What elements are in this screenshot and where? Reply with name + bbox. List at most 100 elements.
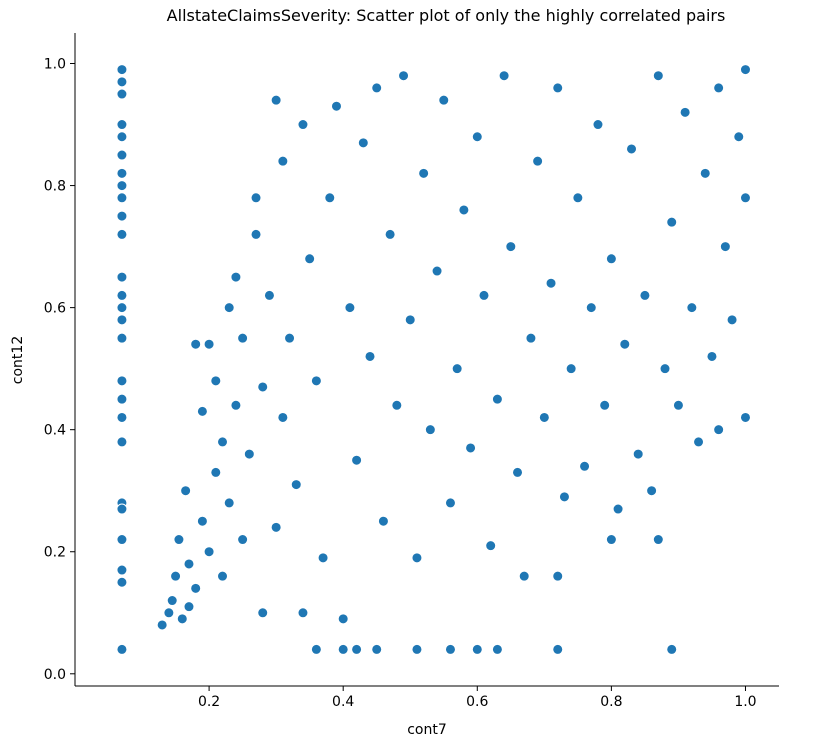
- scatter-point: [465, 442, 477, 454]
- scatter-point: [297, 119, 309, 131]
- scatter-point: [666, 643, 678, 655]
- x-axis-label: cont7: [407, 722, 447, 738]
- scatter-point: [693, 436, 705, 448]
- y-tick-label: 0.4: [44, 423, 66, 439]
- scatter-point: [351, 643, 363, 655]
- scatter-point: [713, 424, 725, 436]
- scatter-point: [384, 228, 396, 240]
- scatter-point: [646, 485, 658, 497]
- scatter-point: [679, 106, 691, 118]
- scatter-point: [739, 192, 751, 204]
- scatter-point: [116, 375, 128, 387]
- scatter-point: [116, 393, 128, 405]
- scatter-point: [116, 332, 128, 344]
- scatter-point: [605, 534, 617, 546]
- scatter-point: [512, 466, 524, 478]
- scatter-point: [404, 314, 416, 326]
- scatter-point: [733, 131, 745, 143]
- x-axis-ticks: 0.2 0.4 0.6 0.8 1.0: [198, 686, 757, 710]
- scatter-point: [699, 167, 711, 179]
- scatter-point: [116, 88, 128, 100]
- scatter-point: [485, 540, 497, 552]
- scatter-point: [652, 534, 664, 546]
- scatter-point: [183, 558, 195, 570]
- scatter-point: [713, 82, 725, 94]
- scatter-point: [116, 411, 128, 423]
- scatter-point: [592, 119, 604, 131]
- scatter-point: [217, 436, 229, 448]
- scatter-point: [116, 302, 128, 314]
- scatter-point: [176, 613, 188, 625]
- scatter-point: [364, 350, 376, 362]
- y-tick-label: 0.2: [44, 545, 66, 561]
- scatter-point: [116, 64, 128, 76]
- scatter-point: [344, 302, 356, 314]
- scatter-point: [277, 411, 289, 423]
- scatter-point: [203, 338, 215, 350]
- scatter-point: [116, 210, 128, 222]
- scatter-point: [398, 70, 410, 82]
- scatter-point: [217, 570, 229, 582]
- scatter-point: [471, 643, 483, 655]
- scatter-point: [230, 399, 242, 411]
- scatter-point: [632, 448, 644, 460]
- scatter-point: [652, 70, 664, 82]
- scatter-point: [585, 302, 597, 314]
- scatter-point: [173, 534, 185, 546]
- scatter-point: [351, 454, 363, 466]
- scatter-point: [263, 289, 275, 301]
- scatter-point: [726, 314, 738, 326]
- scatter-point: [686, 302, 698, 314]
- scatter-point: [196, 515, 208, 527]
- scatter-point: [639, 289, 651, 301]
- scatter-point: [552, 82, 564, 94]
- scatter-point: [257, 607, 269, 619]
- scatter-point: [116, 564, 128, 576]
- x-tick-label: 0.6: [466, 694, 488, 710]
- scatter-point: [605, 253, 617, 265]
- scatter-point: [552, 643, 564, 655]
- scatter-point: [491, 643, 503, 655]
- scatter-point: [270, 94, 282, 106]
- scatter-point: [203, 546, 215, 558]
- scatter-point: [377, 515, 389, 527]
- scatter-point: [223, 302, 235, 314]
- scatter-point: [180, 485, 192, 497]
- scatter-point: [491, 393, 503, 405]
- scatter-point: [478, 289, 490, 301]
- scatter-point: [243, 448, 255, 460]
- scatter-point: [625, 143, 637, 155]
- scatter-points: [116, 64, 751, 655]
- scatter-point: [444, 643, 456, 655]
- scatter-point: [411, 643, 423, 655]
- scatter-point: [411, 552, 423, 564]
- scatter-point: [391, 399, 403, 411]
- scatter-point: [337, 613, 349, 625]
- scatter-point: [545, 277, 557, 289]
- scatter-point: [371, 82, 383, 94]
- scatter-point: [552, 570, 564, 582]
- y-tick-label: 0.0: [44, 667, 66, 683]
- scatter-point: [116, 534, 128, 546]
- scatter-point: [290, 479, 302, 491]
- scatter-point: [163, 607, 175, 619]
- scatter-point: [518, 570, 530, 582]
- scatter-point: [572, 192, 584, 204]
- scatter-point: [196, 405, 208, 417]
- scatter-point: [371, 643, 383, 655]
- scatter-point: [116, 192, 128, 204]
- y-axis-ticks: 0.0 0.2 0.4 0.6 0.8 1.0: [44, 57, 75, 683]
- scatter-point: [237, 534, 249, 546]
- scatter-point: [237, 332, 249, 344]
- scatter-point: [579, 460, 591, 472]
- scatter-point: [116, 576, 128, 588]
- scatter-point: [183, 601, 195, 613]
- scatter-point: [330, 100, 342, 112]
- scatter-point: [257, 381, 269, 393]
- scatter-point: [116, 180, 128, 192]
- scatter-point: [116, 228, 128, 240]
- scatter-point: [116, 503, 128, 515]
- y-tick-label: 1.0: [44, 57, 66, 73]
- scatter-point: [444, 497, 456, 509]
